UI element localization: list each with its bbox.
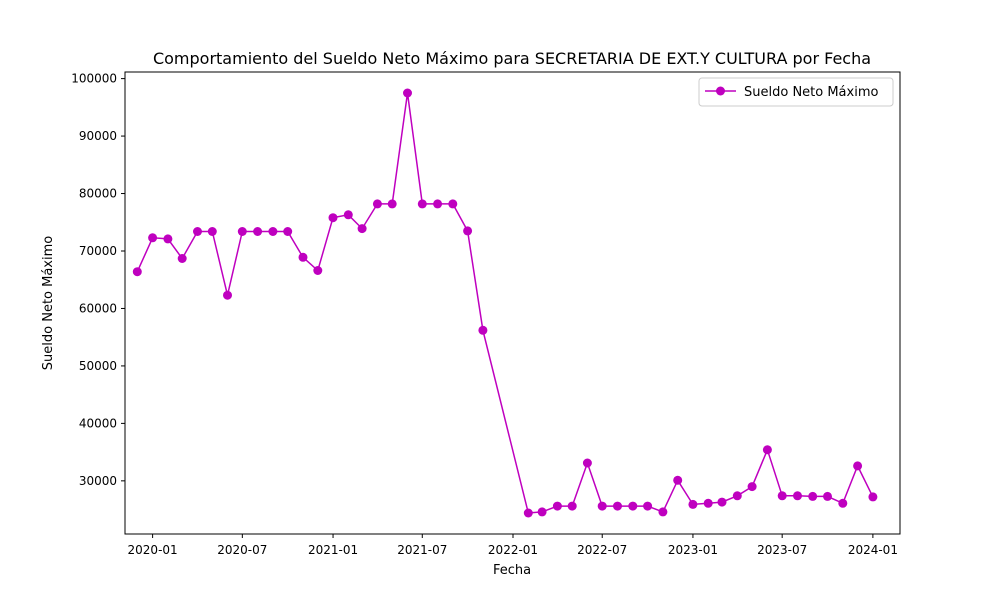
data-point xyxy=(448,199,458,209)
x-tick-label: 2022-01 xyxy=(488,543,538,557)
data-point xyxy=(808,491,818,501)
data-point xyxy=(148,233,158,243)
x-tick-label: 2021-01 xyxy=(308,543,358,557)
data-point xyxy=(552,501,562,511)
data-point xyxy=(838,498,848,508)
data-point xyxy=(537,507,547,517)
data-point xyxy=(523,508,533,518)
data-point xyxy=(163,234,173,244)
data-point xyxy=(567,501,577,511)
data-point xyxy=(403,88,412,98)
y-tick-label: 60000 xyxy=(79,301,117,315)
y-tick-label: 80000 xyxy=(79,187,117,201)
x-tick-label: 2023-01 xyxy=(668,543,718,557)
x-tick-label: 2020-07 xyxy=(217,543,267,557)
y-tick-label: 30000 xyxy=(79,474,117,488)
data-point xyxy=(747,482,757,492)
plot-area xyxy=(132,88,878,518)
legend-label: Sueldo Neto Máximo xyxy=(744,85,878,100)
y-tick-label: 90000 xyxy=(79,129,117,143)
data-point xyxy=(868,492,878,502)
data-point xyxy=(268,227,278,236)
data-point xyxy=(387,199,397,209)
data-point xyxy=(762,445,772,455)
data-point xyxy=(703,498,713,508)
data-point xyxy=(853,461,863,471)
data-point xyxy=(628,501,638,511)
y-axis-label: Sueldo Neto Máximo xyxy=(41,236,56,370)
data-point xyxy=(372,199,382,209)
data-point xyxy=(777,491,787,501)
y-tick-label: 40000 xyxy=(79,416,117,430)
x-tick-label: 2023-07 xyxy=(757,543,807,557)
data-point xyxy=(478,325,488,335)
legend-box xyxy=(698,77,894,107)
data-point xyxy=(193,227,202,236)
data-point xyxy=(253,227,263,236)
data-point xyxy=(673,475,683,485)
x-tick-label: 2024-01 xyxy=(848,543,898,557)
data-point xyxy=(597,501,607,511)
data-point xyxy=(283,227,293,236)
data-point xyxy=(688,499,698,509)
data-point xyxy=(643,501,653,511)
x-tick-label: 2021-07 xyxy=(397,543,447,557)
data-point xyxy=(613,501,622,511)
data-point xyxy=(237,227,247,236)
data-point xyxy=(417,199,427,209)
chart-title: Comportamiento del Sueldo Neto Máximo pa… xyxy=(153,49,871,68)
data-point xyxy=(717,497,727,507)
y-tick-label: 50000 xyxy=(79,359,117,373)
y-tick-label: 100000 xyxy=(71,72,117,86)
data-point xyxy=(298,252,308,262)
data-point xyxy=(343,210,353,220)
legend: Sueldo Neto Máximo xyxy=(698,77,894,107)
x-axis-label: Fecha xyxy=(493,563,531,578)
data-point xyxy=(357,224,367,234)
data-point xyxy=(207,227,217,236)
data-point xyxy=(313,266,323,275)
x-axis-ticks: 2020-01 2020-07 2021-01 2021-07 2022-01 2022-… xyxy=(128,534,898,557)
data-point xyxy=(223,290,232,300)
data-point xyxy=(433,199,443,209)
data-point xyxy=(732,491,742,501)
data-point xyxy=(132,267,142,277)
data-point xyxy=(793,491,802,501)
axes-frame xyxy=(124,71,901,535)
data-point xyxy=(463,226,473,236)
data-point xyxy=(823,491,832,501)
x-tick-label: 2022-07 xyxy=(577,543,627,557)
y-axis-ticks: 30000 40000 50000 60000 70000 80000 90000 10000… xyxy=(71,72,125,488)
y-tick-label: 70000 xyxy=(79,244,117,258)
legend-marker-swatch xyxy=(716,86,725,96)
data-point xyxy=(328,213,338,223)
data-point xyxy=(658,507,668,517)
data-point xyxy=(177,254,187,263)
x-tick-label: 2020-01 xyxy=(128,543,178,557)
data-point xyxy=(582,458,592,468)
